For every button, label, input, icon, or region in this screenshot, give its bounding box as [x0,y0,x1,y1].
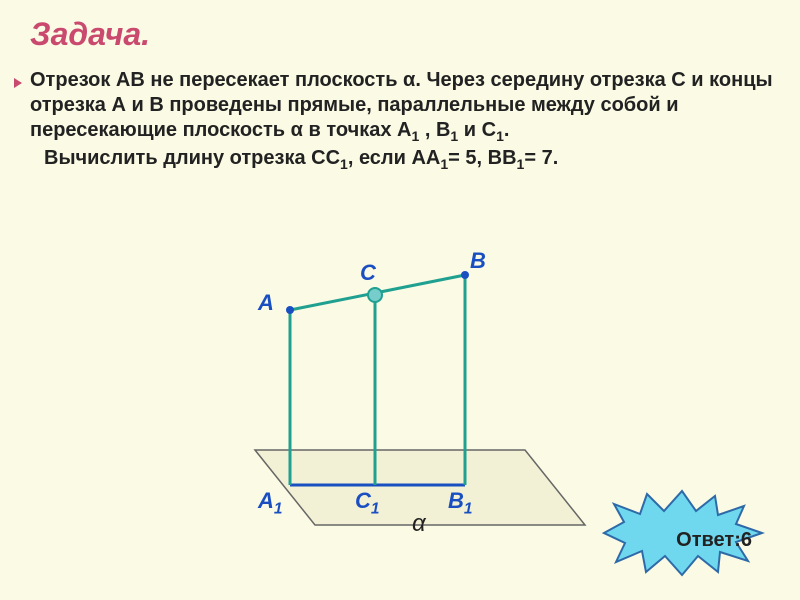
sub-5: 1 [440,156,448,172]
geometry-diagram: А С В А1 С1 В1 α [150,250,650,550]
label-B: В [470,248,486,274]
problem-text: Отрезок АВ не пересекает плоскость α. Че… [30,68,780,173]
point-B [461,271,469,279]
label-A1: А1 [258,488,282,518]
given-aa: = 5, ВВ [448,147,516,169]
label-B1: В1 [448,488,472,518]
sub-2: 1 [450,128,458,144]
label-C: С [360,260,376,286]
page-title: Задача. [30,16,150,53]
problem-line2: Вычислить длину отрезка СС [44,147,340,169]
diagram-svg [150,250,650,550]
bullet-icon [14,78,22,88]
answer-text: Ответ:6 [676,529,752,552]
point-A [286,306,294,314]
label-C1: С1 [355,488,379,518]
sub-1: 1 [411,128,419,144]
given-bb: = 7. [524,147,558,169]
problem-line2-wrap: Вычислить длину отрезка СС1, если АА1= 5… [44,146,780,174]
sub-4: 1 [340,156,348,172]
label-alpha: α [412,510,426,538]
point-C [368,288,382,302]
sub-3: 1 [496,128,504,144]
label-A: А [258,290,274,316]
problem-line1: Отрезок АВ не пересекает плоскость α. Че… [30,69,773,141]
